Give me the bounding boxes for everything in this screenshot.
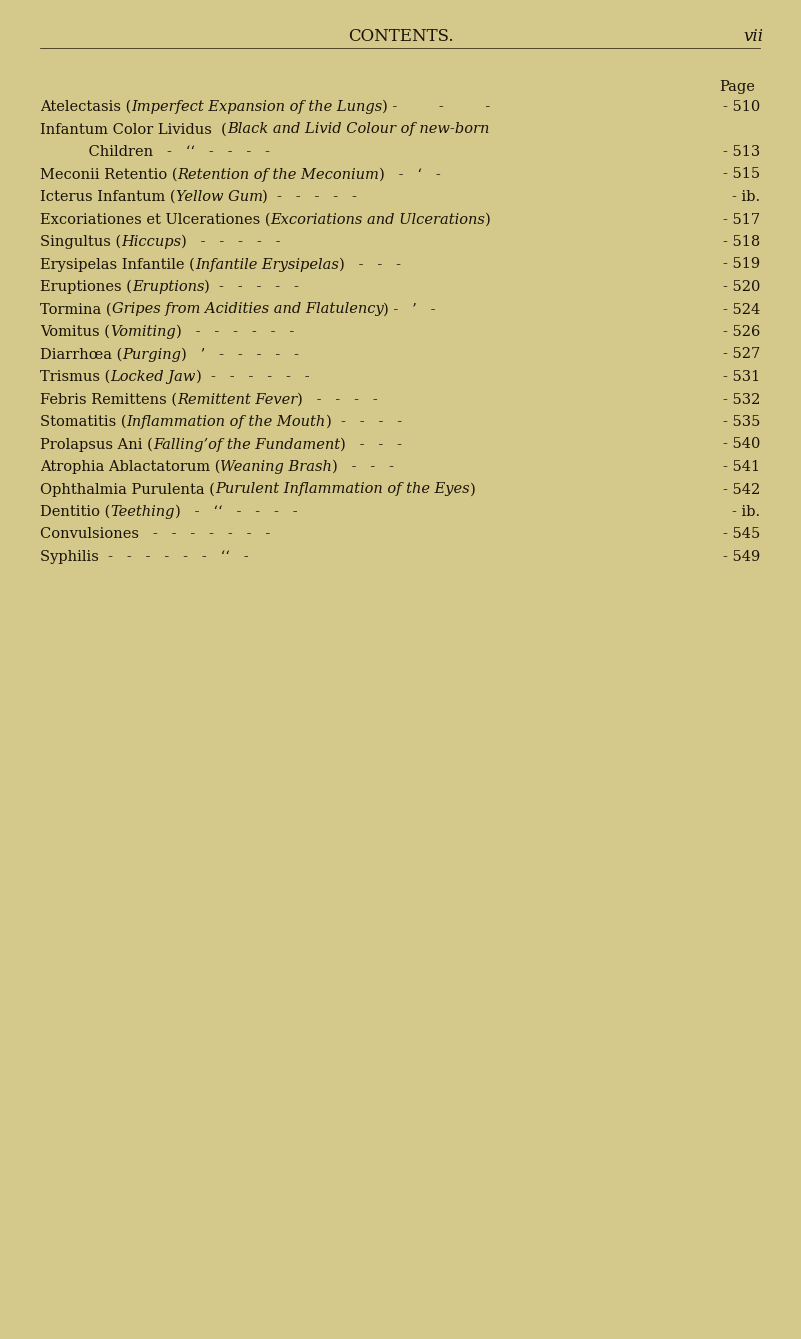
Text: Erysipelas Infantile (: Erysipelas Infantile (: [40, 257, 195, 272]
Text: )  -   -   -   -   -   -: ) - - - - - -: [195, 370, 309, 384]
Text: - ib.: - ib.: [732, 505, 760, 520]
Text: )   ’   -   -   -   -   -: ) ’ - - - - -: [181, 348, 300, 362]
Text: - 513: - 513: [723, 145, 760, 159]
Text: Convulsiones   -   -   -   -   -   -   -: Convulsiones - - - - - - -: [40, 528, 270, 541]
Text: Singultus (: Singultus (: [40, 236, 121, 249]
Text: Icterus Infantum (: Icterus Infantum (: [40, 190, 175, 204]
Text: Atrophia Ablactatorum (: Atrophia Ablactatorum (: [40, 461, 220, 474]
Text: CONTENTS.: CONTENTS.: [348, 28, 453, 46]
Text: Eruptiones (: Eruptiones (: [40, 280, 132, 295]
Text: Infantile Erysipelas: Infantile Erysipelas: [195, 257, 339, 272]
Text: )  -   -   -   -: ) - - - -: [326, 415, 402, 428]
Text: Children   -   ‘‘   -   -   -   -: Children - ‘‘ - - - -: [70, 145, 270, 159]
Text: vii: vii: [743, 28, 763, 46]
Text: Yellow Gum: Yellow Gum: [175, 190, 263, 204]
Text: )   -   -   -   -   -: ) - - - - -: [181, 236, 280, 249]
Text: Excoriationes et Ulcerationes (: Excoriationes et Ulcerationes (: [40, 213, 271, 226]
Text: - 545: - 545: [723, 528, 760, 541]
Text: Page: Page: [719, 80, 755, 94]
Text: Excoriations and Ulcerations: Excoriations and Ulcerations: [271, 213, 485, 226]
Text: )   -   -   -: ) - - -: [332, 461, 394, 474]
Text: - 542: - 542: [723, 482, 760, 497]
Text: ): ): [469, 482, 475, 497]
Text: )   -   -   -: ) - - -: [340, 438, 402, 451]
Text: )   -   ‘‘   -   -   -   -: ) - ‘‘ - - - -: [175, 505, 297, 520]
Text: ) -         -         -: ) - - -: [383, 100, 491, 114]
Text: Atelectasis (: Atelectasis (: [40, 100, 131, 114]
Text: Hiccups: Hiccups: [121, 236, 181, 249]
Text: )   -   -   -: ) - - -: [339, 257, 400, 272]
Text: Teething: Teething: [111, 505, 175, 520]
Text: Black and Livid Colour of new-born: Black and Livid Colour of new-born: [227, 122, 489, 137]
Text: Tormina (: Tormina (: [40, 303, 111, 316]
Text: Remittent Fever: Remittent Fever: [177, 392, 297, 407]
Text: - 526: - 526: [723, 325, 760, 339]
Text: Infantum Color Lividus  (: Infantum Color Lividus (: [40, 122, 227, 137]
Text: )  -   -   -   -   -: ) - - - - -: [204, 280, 300, 295]
Text: Diarrhœa (: Diarrhœa (: [40, 348, 123, 362]
Text: ) -   ’   -: ) - ’ -: [383, 303, 436, 316]
Text: - 519: - 519: [723, 257, 760, 272]
Text: ): ): [485, 213, 491, 226]
Text: - 524: - 524: [723, 303, 760, 316]
Text: - 518: - 518: [723, 236, 760, 249]
Text: Imperfect Expansion of the Lungs: Imperfect Expansion of the Lungs: [131, 100, 383, 114]
Text: Syphilis  -   -   -   -   -   -   ‘‘   -: Syphilis - - - - - - ‘‘ -: [40, 550, 248, 564]
Text: Dentitio (: Dentitio (: [40, 505, 111, 520]
Text: - 541: - 541: [723, 461, 760, 474]
Text: )   -   -   -   -: ) - - - -: [297, 392, 378, 407]
Text: - 540: - 540: [723, 438, 760, 451]
Text: Vomiting: Vomiting: [110, 325, 175, 339]
Text: - 527: - 527: [723, 348, 760, 362]
Text: )   -   ‘   -: ) - ‘ -: [380, 167, 441, 182]
Text: - ib.: - ib.: [732, 190, 760, 204]
Text: Retention of the Meconium: Retention of the Meconium: [178, 167, 380, 182]
Text: Vomitus (: Vomitus (: [40, 325, 110, 339]
Text: )   -   -   -   -   -   -: ) - - - - - -: [175, 325, 294, 339]
Text: Stomatitis (: Stomatitis (: [40, 415, 127, 428]
Text: Febris Remittens (: Febris Remittens (: [40, 392, 177, 407]
Text: Falling’of the Fundament: Falling’of the Fundament: [153, 438, 340, 451]
Text: Gripes from Acidities and Flatulency: Gripes from Acidities and Flatulency: [111, 303, 383, 316]
Text: - 531: - 531: [723, 370, 760, 384]
Text: )  -   -   -   -   -: ) - - - - -: [263, 190, 357, 204]
Text: - 520: - 520: [723, 280, 760, 295]
Text: - 549: - 549: [723, 550, 760, 564]
Text: Purging: Purging: [123, 348, 181, 362]
Text: Trismus (: Trismus (: [40, 370, 111, 384]
Text: - 532: - 532: [723, 392, 760, 407]
Text: Purulent Inflammation of the Eyes: Purulent Inflammation of the Eyes: [215, 482, 469, 497]
Text: - 510: - 510: [723, 100, 760, 114]
Text: Prolapsus Ani (: Prolapsus Ani (: [40, 438, 153, 451]
Text: Locked Jaw: Locked Jaw: [111, 370, 195, 384]
Text: - 535: - 535: [723, 415, 760, 428]
Text: - 515: - 515: [723, 167, 760, 182]
Text: Inflammation of the Mouth: Inflammation of the Mouth: [127, 415, 326, 428]
Text: Meconii Retentio (: Meconii Retentio (: [40, 167, 178, 182]
Text: Eruptions: Eruptions: [132, 280, 204, 295]
Text: - 517: - 517: [723, 213, 760, 226]
Text: Ophthalmia Purulenta (: Ophthalmia Purulenta (: [40, 482, 215, 497]
Text: Weaning Brash: Weaning Brash: [220, 461, 332, 474]
